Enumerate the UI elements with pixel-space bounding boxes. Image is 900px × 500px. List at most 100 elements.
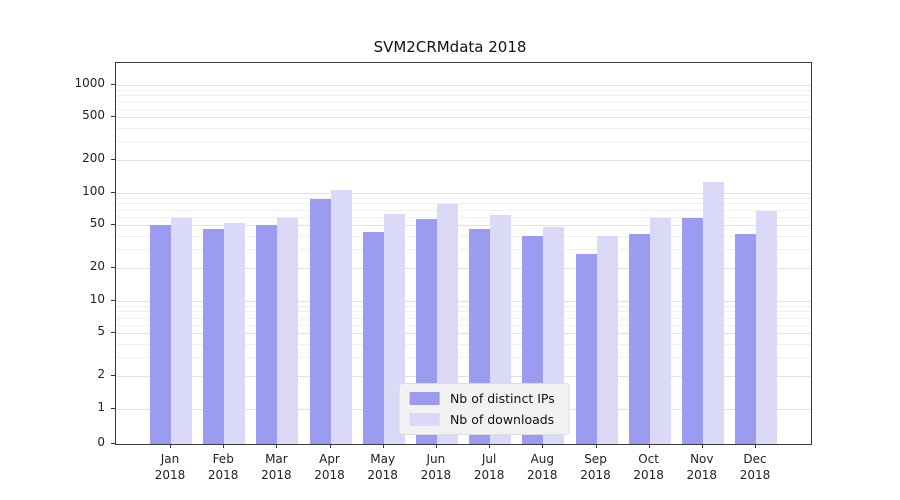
- gridline-minor: [116, 197, 811, 199]
- gridline-major: [116, 84, 811, 86]
- gridline-major: [116, 333, 811, 335]
- legend-label-distinct-ips: Nb of distinct IPs: [449, 391, 555, 406]
- y-tick-label: 20: [89, 259, 105, 274]
- bar-nb-of-distinct-ips-apr: [309, 198, 331, 444]
- gridline-major: [116, 376, 811, 378]
- y-tick-mark: [111, 224, 115, 226]
- bar-nb-of-downloads-dec: [756, 210, 777, 444]
- gridline-minor: [116, 141, 811, 143]
- y-tick-label: 5: [97, 324, 105, 339]
- y-tick-label: 50: [89, 216, 105, 231]
- x-tick-label: Sep 2018: [580, 452, 611, 482]
- gridline-minor: [116, 311, 811, 313]
- y-tick-label: 10: [89, 291, 105, 306]
- y-tick-label: 200: [82, 151, 105, 166]
- x-tick-mark: [435, 444, 437, 448]
- gridline-minor: [116, 305, 811, 307]
- y-tick-mark: [111, 443, 115, 444]
- y-tick-label: 100: [82, 183, 105, 198]
- gridline-minor: [116, 216, 811, 218]
- legend-item-distinct-ips: Nb of distinct IPs: [409, 391, 555, 406]
- y-tick-label: 0: [97, 435, 105, 449]
- gridline-major: [116, 300, 811, 302]
- gridline-minor: [116, 324, 811, 326]
- x-tick-mark: [276, 444, 278, 448]
- y-tick-mark: [111, 83, 115, 85]
- gridline-minor: [116, 89, 811, 91]
- bar-nb-of-distinct-ips-mar: [256, 225, 278, 444]
- bar-nb-of-downloads-oct: [649, 218, 671, 444]
- x-tick-mark: [329, 444, 331, 448]
- y-tick-mark: [111, 375, 115, 377]
- legend-swatch-distinct-ips: [409, 392, 440, 405]
- x-tick-label: Jun 2018: [420, 452, 452, 482]
- y-tick-mark: [111, 299, 115, 301]
- y-tick-label: 1: [97, 399, 105, 414]
- bar-nb-of-distinct-ips-oct: [628, 233, 650, 444]
- y-tick-mark: [111, 267, 115, 269]
- bar-nb-of-distinct-ips-may: [362, 232, 384, 444]
- x-tick-mark: [595, 444, 597, 448]
- x-tick-label: Oct 2018: [633, 452, 664, 482]
- x-tick-label: May 2018: [367, 452, 398, 482]
- x-tick-label: Apr 2018: [314, 452, 345, 482]
- x-tick-label: Dec 2018: [739, 452, 771, 482]
- bar-nb-of-downloads-nov: [702, 182, 724, 444]
- bar-nb-of-distinct-ips-jan: [150, 225, 171, 444]
- x-tick-mark: [701, 444, 703, 448]
- x-tick-label: Jul 2018: [473, 452, 505, 482]
- x-tick-mark: [489, 444, 491, 448]
- bar-nb-of-distinct-ips-sep: [575, 254, 597, 444]
- gridline-major: [116, 268, 811, 270]
- gridline-minor: [116, 108, 811, 110]
- gridline-minor: [116, 235, 811, 237]
- y-tick-mark: [111, 159, 115, 161]
- gridline-major: [116, 117, 811, 119]
- bar-nb-of-downloads-sep: [596, 235, 618, 444]
- x-tick-mark: [648, 444, 650, 448]
- legend-item-downloads: Nb of downloads: [409, 412, 555, 427]
- gridline-major: [116, 192, 811, 194]
- gridline-minor: [116, 249, 811, 251]
- gridline-major: [116, 160, 811, 162]
- bar-nb-of-distinct-ips-dec: [735, 233, 756, 444]
- y-tick-mark: [111, 407, 115, 409]
- x-tick-mark: [542, 444, 544, 448]
- gridline-minor: [116, 209, 811, 211]
- gridline-minor: [116, 101, 811, 103]
- gridline-minor: [116, 95, 811, 97]
- x-tick-mark: [170, 444, 171, 448]
- gridline-minor: [116, 357, 811, 359]
- gridline-minor: [116, 317, 811, 319]
- y-tick-label: 500: [82, 108, 105, 123]
- x-tick-mark: [382, 444, 384, 448]
- x-tick-label: Nov 2018: [686, 452, 718, 482]
- y-tick-mark: [111, 191, 115, 193]
- bar-nb-of-distinct-ips-nov: [681, 218, 703, 444]
- bar-nb-of-downloads-feb: [224, 223, 246, 444]
- x-tick-mark: [755, 444, 756, 448]
- legend: Nb of distinct IPs Nb of downloads: [398, 383, 570, 435]
- gridline-minor: [116, 343, 811, 345]
- legend-swatch-downloads: [409, 413, 440, 426]
- y-tick-label: 1000: [74, 75, 105, 90]
- bar-nb-of-downloads-apr: [330, 190, 352, 444]
- chart-title: SVM2CRMdata 2018: [373, 38, 527, 56]
- bar-nb-of-downloads-mar: [277, 218, 299, 444]
- gridline-minor: [116, 127, 811, 129]
- bar-nb-of-distinct-ips-feb: [203, 229, 225, 444]
- y-tick-mark: [111, 332, 115, 334]
- plot-area: Nb of distinct IPs Nb of downloads: [115, 62, 812, 445]
- x-tick-label: Aug 2018: [527, 452, 558, 482]
- legend-label-downloads: Nb of downloads: [449, 412, 555, 427]
- x-tick-label: Mar 2018: [261, 452, 292, 482]
- gridline-minor: [116, 203, 811, 205]
- x-tick-label: Jan 2018: [154, 452, 186, 482]
- x-tick-mark: [223, 444, 225, 448]
- y-tick-label: 2: [97, 367, 105, 382]
- bar-nb-of-downloads-jan: [171, 218, 192, 444]
- gridline-major: [116, 225, 811, 227]
- x-tick-label: Feb 2018: [207, 452, 239, 482]
- y-tick-mark: [111, 116, 115, 118]
